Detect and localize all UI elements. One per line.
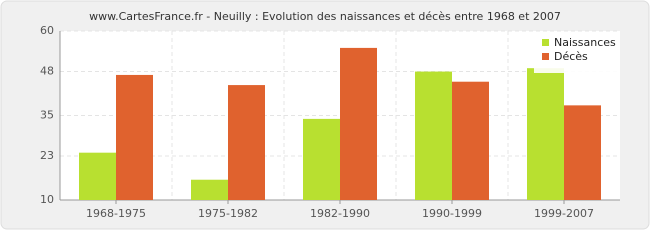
x-tick-label: 1990-1999 bbox=[422, 207, 482, 220]
chart-title: www.CartesFrance.fr - Neuilly : Evolutio… bbox=[89, 10, 561, 23]
y-tick-label: 10 bbox=[40, 193, 54, 206]
bar bbox=[564, 105, 601, 200]
bar bbox=[527, 68, 564, 201]
x-tick-label: 1982-1990 bbox=[310, 207, 370, 220]
bar bbox=[191, 179, 228, 200]
y-tick-label: 48 bbox=[40, 65, 54, 78]
legend-label: Décès bbox=[554, 50, 588, 63]
chart: www.CartesFrance.fr - Neuilly : Evolutio… bbox=[0, 0, 650, 230]
bar bbox=[228, 85, 265, 200]
bar bbox=[116, 74, 153, 200]
legend-swatch bbox=[542, 39, 549, 46]
bar bbox=[79, 152, 116, 200]
x-tick-label: 1999-2007 bbox=[534, 207, 594, 220]
legend-label: Naissances bbox=[554, 36, 616, 49]
x-tick-label: 1968-1975 bbox=[86, 207, 146, 220]
legend-swatch bbox=[542, 53, 549, 60]
bar bbox=[452, 81, 489, 200]
y-tick-label: 60 bbox=[40, 24, 54, 37]
bar bbox=[303, 118, 340, 200]
x-tick-label: 1975-1982 bbox=[198, 207, 258, 220]
y-tick-label: 35 bbox=[40, 109, 54, 122]
y-tick-label: 23 bbox=[40, 149, 54, 162]
bar bbox=[340, 47, 377, 201]
bar bbox=[415, 71, 452, 200]
